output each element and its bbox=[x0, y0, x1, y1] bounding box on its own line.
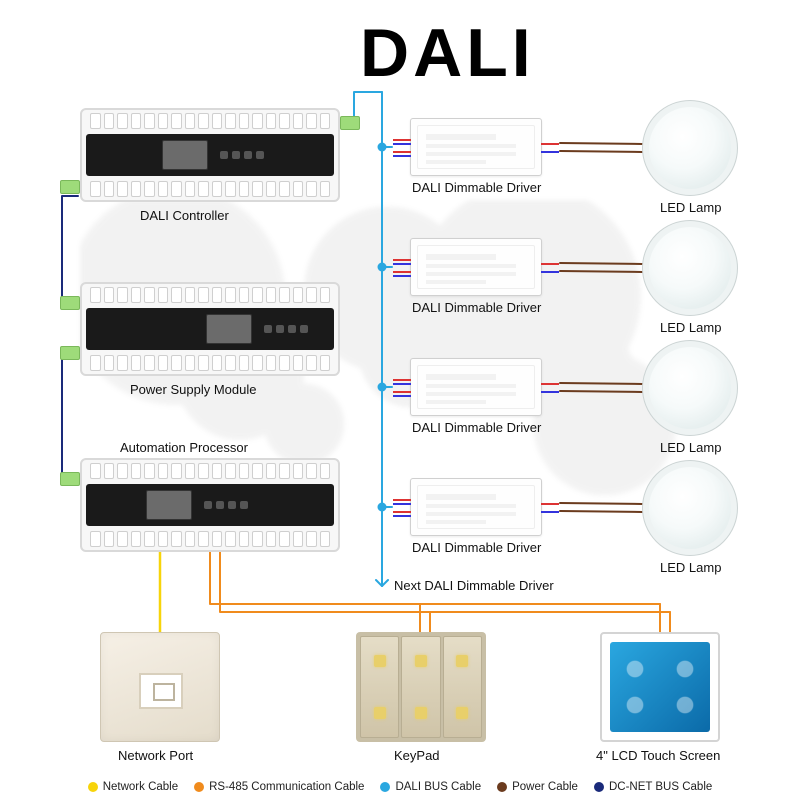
legend-swatch bbox=[380, 782, 390, 792]
side-port-icon bbox=[60, 180, 80, 194]
dali-controller-module bbox=[80, 108, 340, 202]
legend-label: DALI BUS Cable bbox=[395, 781, 481, 793]
driver-label: DALI Dimmable Driver bbox=[412, 540, 541, 555]
legend-swatch bbox=[88, 782, 98, 792]
lcd-touch-screen bbox=[600, 632, 720, 742]
legend-label: DC-NET BUS Cable bbox=[609, 781, 712, 793]
network-port-label: Network Port bbox=[118, 748, 193, 763]
legend-swatch bbox=[194, 782, 204, 792]
automation-processor-label: Automation Processor bbox=[120, 440, 248, 455]
lamp-label: LED Lamp bbox=[660, 560, 721, 575]
legend-item: DALI BUS Cable bbox=[380, 781, 481, 793]
legend-label: Power Cable bbox=[512, 781, 578, 793]
dali-dimmable-driver bbox=[410, 118, 542, 176]
keypad-label: KeyPad bbox=[394, 748, 440, 763]
automation-processor-module bbox=[80, 458, 340, 552]
dali-bus-node bbox=[378, 383, 387, 392]
dali-controller-label: DALI Controller bbox=[140, 208, 229, 223]
led-lamp bbox=[642, 460, 738, 556]
legend-item: Power Cable bbox=[497, 781, 578, 793]
lamp-label: LED Lamp bbox=[660, 440, 721, 455]
legend-item: Network Cable bbox=[88, 781, 178, 793]
driver-label: DALI Dimmable Driver bbox=[412, 420, 541, 435]
lamp-label: LED Lamp bbox=[660, 320, 721, 335]
power-supply-module bbox=[80, 282, 340, 376]
driver-label: DALI Dimmable Driver bbox=[412, 180, 541, 195]
dali-bus-node bbox=[378, 143, 387, 152]
side-port-icon bbox=[340, 116, 360, 130]
dali-dimmable-driver bbox=[410, 478, 542, 536]
lamp-label: LED Lamp bbox=[660, 200, 721, 215]
lcd-touch-screen-label: 4" LCD Touch Screen bbox=[596, 748, 720, 763]
legend-swatch bbox=[497, 782, 507, 792]
side-port-icon bbox=[60, 296, 80, 310]
network-port bbox=[100, 632, 220, 742]
legend: Network Cable RS-485 Communication Cable D… bbox=[0, 774, 800, 800]
side-port-icon bbox=[60, 346, 80, 360]
legend-item: RS-485 Communication Cable bbox=[194, 781, 364, 793]
dali-dimmable-driver bbox=[410, 358, 542, 416]
diagram-title: DALI bbox=[360, 14, 535, 92]
keypad bbox=[356, 632, 486, 742]
legend-label: RS-485 Communication Cable bbox=[209, 781, 364, 793]
legend-item: DC-NET BUS Cable bbox=[594, 781, 712, 793]
led-lamp bbox=[642, 220, 738, 316]
dali-bus-node bbox=[378, 503, 387, 512]
dali-bus-node bbox=[378, 263, 387, 272]
dali-dimmable-driver bbox=[410, 238, 542, 296]
legend-swatch bbox=[594, 782, 604, 792]
led-lamp bbox=[642, 340, 738, 436]
side-port-icon bbox=[60, 472, 80, 486]
led-lamp bbox=[642, 100, 738, 196]
driver-label: DALI Dimmable Driver bbox=[412, 300, 541, 315]
next-driver-label: Next DALI Dimmable Driver bbox=[394, 578, 554, 593]
power-supply-module-label: Power Supply Module bbox=[130, 382, 256, 397]
legend-label: Network Cable bbox=[103, 781, 178, 793]
